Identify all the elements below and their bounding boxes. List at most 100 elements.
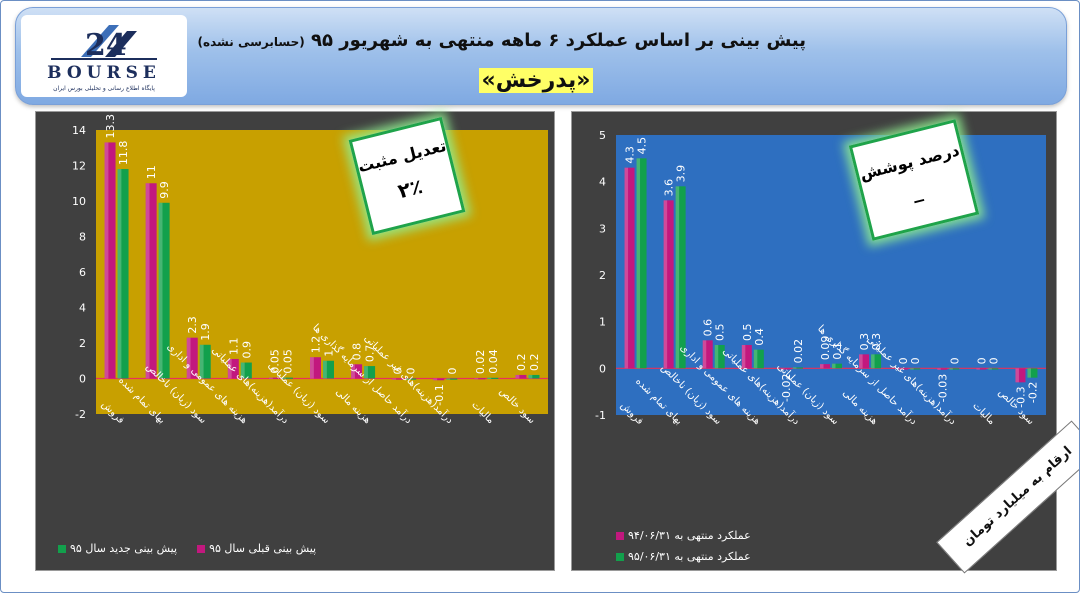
bar-series1 bbox=[392, 378, 404, 380]
y-tick-label: 12 bbox=[72, 160, 86, 173]
y-tick-label: 4 bbox=[79, 302, 86, 315]
legend-label-95: عملکرد منتهی به ۹۵/۰۶/۳۱ bbox=[628, 550, 751, 563]
y-tick-label: -1 bbox=[595, 409, 606, 422]
data-label: 1.2 bbox=[310, 336, 323, 354]
bar-series2 bbox=[487, 377, 499, 379]
legend-swatch-green bbox=[58, 544, 66, 553]
data-label: 4.5 bbox=[636, 137, 649, 155]
bar-series2 bbox=[446, 378, 458, 380]
bar-highlight bbox=[663, 200, 668, 369]
left-legend: پیش بینی قبلی سال ۹۵ پیش بینی جدید سال ۹… bbox=[58, 542, 316, 555]
y-tick-label: 6 bbox=[79, 266, 86, 279]
bar-series2 bbox=[910, 368, 921, 370]
data-label: 0.6 bbox=[702, 319, 715, 337]
bar-highlight bbox=[515, 374, 520, 379]
bar-series1 bbox=[624, 167, 635, 369]
header-banner: پیش بینی بر اساس عملکرد ۶ ماهه منتهی به … bbox=[15, 7, 1067, 105]
bar-highlight bbox=[741, 345, 746, 369]
bar-highlight bbox=[898, 368, 902, 370]
data-label: 0.7 bbox=[364, 345, 377, 363]
bar-series2 bbox=[405, 378, 417, 380]
bar-series1 bbox=[820, 364, 830, 369]
bar-series1 bbox=[859, 354, 870, 369]
bar-series1 bbox=[741, 345, 752, 369]
bar-highlight bbox=[199, 344, 204, 379]
y-tick-label: 0 bbox=[79, 373, 86, 386]
y-tick-label: 2 bbox=[79, 337, 86, 350]
legend-swatch-green-right bbox=[616, 552, 624, 561]
data-label: 0 bbox=[909, 357, 922, 364]
bar-series2 bbox=[714, 345, 725, 369]
bar-highlight bbox=[1027, 368, 1031, 378]
data-label: 0.09 bbox=[819, 336, 832, 361]
plot-area bbox=[96, 130, 548, 414]
data-label: 0.5 bbox=[714, 324, 727, 342]
svg-text:24: 24 bbox=[85, 28, 127, 63]
bar-highlight bbox=[624, 167, 629, 369]
legend-swatch-magenta-right bbox=[616, 531, 624, 540]
bar-series1 bbox=[1015, 368, 1026, 383]
bar-series1 bbox=[515, 374, 527, 379]
bar-series2 bbox=[199, 344, 211, 379]
bar-highlight bbox=[976, 368, 980, 370]
data-label: 2.3 bbox=[186, 316, 199, 334]
data-label: 0.9 bbox=[240, 341, 253, 359]
bar-highlight bbox=[937, 368, 941, 370]
y-tick-label: 0 bbox=[599, 362, 606, 375]
bar-series1 bbox=[474, 378, 486, 380]
bar-highlight bbox=[104, 142, 109, 379]
bar-series2 bbox=[117, 169, 129, 379]
bar-series2 bbox=[636, 158, 647, 369]
bar-series1 bbox=[104, 142, 116, 379]
bar-series2 bbox=[832, 363, 842, 369]
bar-series2 bbox=[753, 349, 764, 369]
bar-highlight bbox=[792, 367, 797, 369]
bar-highlight bbox=[714, 345, 719, 369]
bar-highlight bbox=[240, 362, 245, 379]
bar-series2 bbox=[792, 367, 803, 369]
bar-series1 bbox=[976, 368, 987, 370]
y-tick-label: 1 bbox=[599, 316, 606, 329]
bar-series1 bbox=[780, 368, 791, 370]
y-tick-label: 5 bbox=[599, 129, 606, 142]
data-label: 13.3 bbox=[104, 114, 117, 139]
y-tick-label: 14 bbox=[72, 124, 86, 137]
legend-label-94: عملکرد منتهی به ۹۴/۰۶/۳۱ bbox=[628, 529, 751, 542]
bar-highlight bbox=[405, 378, 410, 380]
data-label: 1.1 bbox=[227, 337, 240, 355]
bar-highlight bbox=[145, 183, 150, 379]
bar-series2 bbox=[528, 374, 540, 379]
bar-highlight bbox=[859, 354, 863, 369]
data-label: 0.3 bbox=[870, 333, 883, 351]
legend-swatch-magenta bbox=[197, 544, 206, 553]
bourse-logo: 24 BOURSE پایگاه اطلاع رسانی و تحلیلی بو… bbox=[21, 15, 187, 97]
data-label: 11 bbox=[145, 165, 158, 179]
right-legend-1: عملکرد منتهی به ۹۴/۰۶/۳۱ bbox=[616, 529, 751, 542]
data-label: 0.1 bbox=[831, 342, 844, 360]
y-tick-label: 10 bbox=[72, 195, 86, 208]
left-chart-panel: -2 0 2 4 6 8 10 12 14 13.3 11.8 فروش 11 9.9 بهای تمام … bbox=[35, 111, 555, 571]
bar-series2 bbox=[871, 354, 882, 369]
bar-series1 bbox=[145, 183, 157, 379]
bar-highlight bbox=[227, 358, 232, 379]
bar-series1 bbox=[227, 358, 239, 379]
bar-highlight bbox=[310, 357, 314, 379]
bar-series2 bbox=[158, 202, 170, 379]
bar-series2 bbox=[240, 362, 252, 379]
bar-highlight bbox=[281, 377, 286, 379]
bar-highlight bbox=[675, 186, 680, 369]
bar-highlight bbox=[117, 169, 122, 379]
data-label: 11.8 bbox=[117, 141, 130, 166]
data-label: 0.4 bbox=[753, 328, 766, 346]
y-tick-label: -2 bbox=[75, 408, 86, 421]
bar-series1 bbox=[898, 368, 909, 370]
bar-highlight bbox=[820, 364, 824, 369]
data-label: 0.02 bbox=[792, 339, 805, 364]
data-label: -0.2 bbox=[1026, 382, 1039, 403]
bar-highlight bbox=[832, 363, 836, 369]
y-tick-label: 3 bbox=[599, 222, 606, 235]
right-legend-2: عملکرد منتهی به ۹۵/۰۶/۳۱ bbox=[616, 550, 751, 563]
data-label: 0.5 bbox=[741, 324, 754, 342]
data-label: 1.9 bbox=[199, 323, 212, 341]
